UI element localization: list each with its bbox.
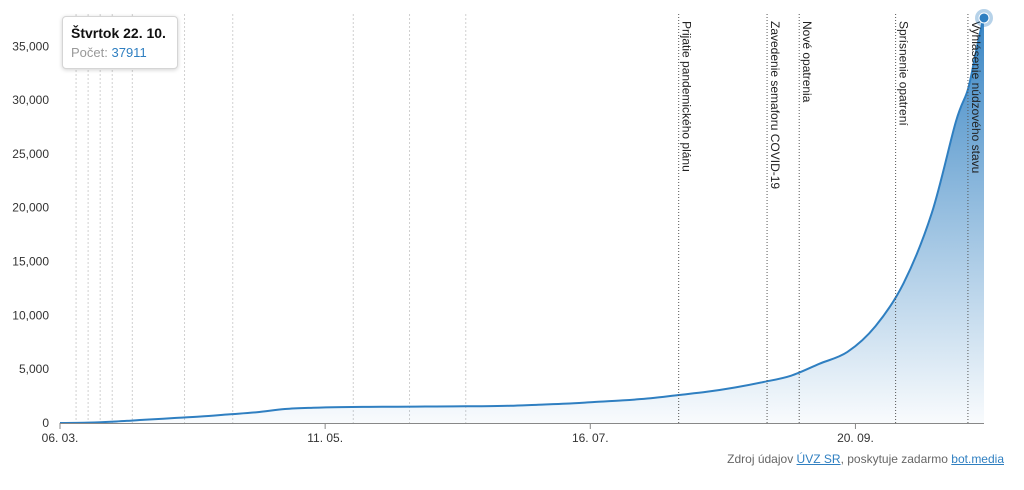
tooltip: Štvrtok 22. 10. Počet: 37911 [62,16,178,69]
series-line [59,14,985,424]
tooltip-row: Počet: 37911 [71,44,167,62]
y-tick-label: 30,000 [12,93,49,107]
event-label: Vyhlásenie núdzového stavu [969,21,983,173]
event-label: Sprísnenie opatrení [897,21,911,126]
x-tick-label: 16. 07. [572,431,609,445]
y-tick-label: 0 [42,416,49,430]
event-label: Zavedenie semaforu COVID-19 [768,21,782,189]
y-tick-label: 5,000 [19,362,49,376]
highlight-point [978,12,990,24]
tooltip-label: Počet: [71,45,108,60]
series-area [60,14,984,424]
y-tick-label: 10,000 [12,308,49,322]
y-tick-label: 35,000 [12,39,49,53]
x-tick-label: 11. 05. [307,431,343,445]
y-tick-label: 25,000 [12,147,49,161]
tooltip-value: 37911 [111,45,147,60]
source-note: Zdroj údajov ÚVZ SR, poskytuje zadarmo b… [727,452,1004,466]
source-prefix: Zdroj údajov [727,452,794,466]
event-label: Nové opatrenia [800,21,814,103]
source-link-botmedia[interactable]: bot.media [951,452,1004,466]
source-link-uvz[interactable]: ÚVZ SR [796,452,841,466]
x-tick-label: 06. 03. [42,431,79,445]
y-tick-label: 20,000 [12,201,49,215]
y-tick-label: 15,000 [12,255,49,269]
tooltip-title: Štvrtok 22. 10. [71,25,166,41]
source-middle: , poskytuje zadarmo [840,452,948,466]
x-tick-label: 20. 09. [837,431,874,445]
event-label: Prijatie pandemického plánu [680,21,694,172]
